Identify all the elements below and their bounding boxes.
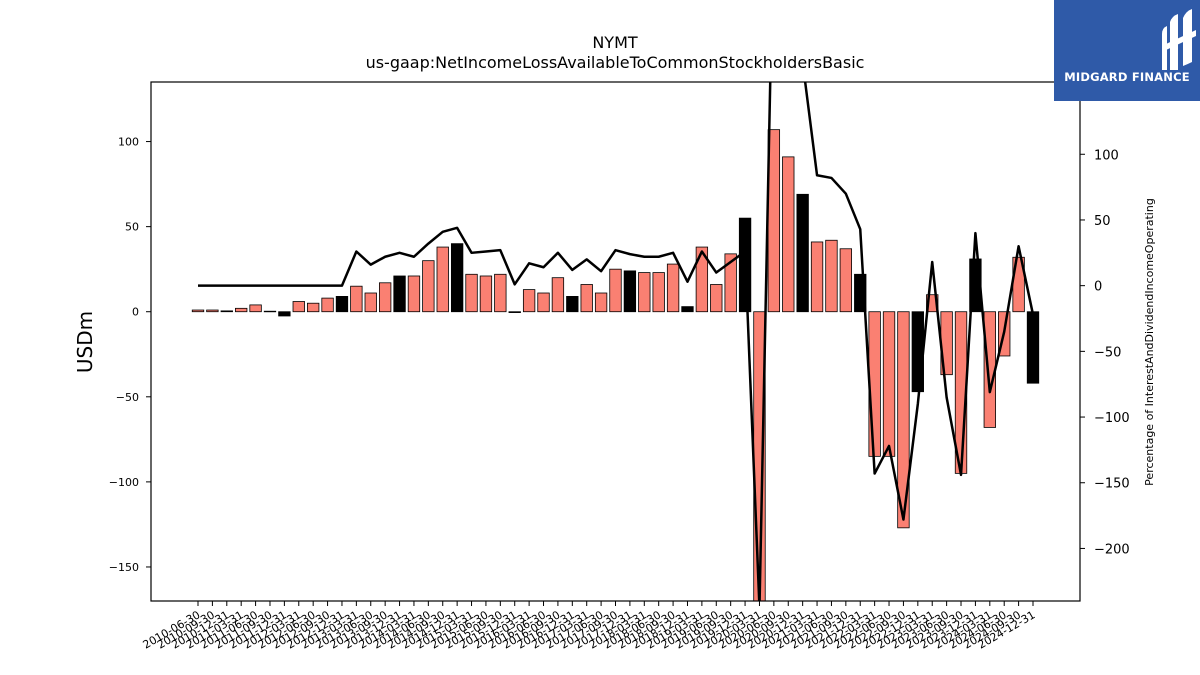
y-tick-label: 50	[125, 221, 139, 234]
y-tick-label: −50	[116, 391, 139, 404]
bar	[235, 307, 248, 313]
y-axis-label: USDm	[73, 311, 97, 373]
bar	[292, 301, 305, 313]
bar	[882, 311, 896, 457]
bar	[220, 310, 233, 313]
bar	[465, 273, 478, 313]
bar	[825, 239, 838, 313]
bar	[911, 311, 924, 393]
bar	[652, 272, 665, 313]
bar	[407, 275, 421, 313]
bar	[810, 241, 824, 313]
bar	[321, 297, 334, 313]
bar	[249, 304, 262, 313]
bar	[580, 284, 593, 313]
bar	[508, 311, 521, 313]
bar	[1026, 311, 1040, 384]
bar	[897, 311, 910, 529]
x-axis-ticks: 2010-06-302010-09-302010-12-312011-03-31…	[141, 601, 1038, 652]
bar	[450, 243, 464, 313]
bar	[479, 275, 493, 313]
bar	[796, 193, 809, 313]
midgard-logo-icon	[1162, 9, 1196, 70]
bar	[263, 310, 277, 313]
bar	[551, 277, 565, 313]
bar	[537, 292, 550, 313]
bar	[566, 296, 579, 313]
bar	[724, 253, 737, 313]
line-series	[198, 82, 1035, 601]
bar	[378, 282, 392, 313]
bar	[206, 309, 219, 313]
y2-tick-label: −100	[1094, 411, 1130, 426]
y-axis-ticks: −150 −100 −50 0 50 100	[109, 136, 151, 574]
bar	[710, 284, 723, 313]
bar	[926, 294, 939, 313]
bar	[638, 272, 651, 313]
bar	[623, 270, 637, 313]
y2-axis-ticks: −200 −150 −100 −50 0 50 100	[1080, 148, 1130, 557]
bar	[854, 273, 867, 313]
bar	[494, 273, 507, 313]
bar	[191, 309, 205, 313]
bar	[350, 285, 363, 313]
y2-tick-label: 0	[1094, 280, 1102, 295]
y2-tick-label: 100	[1094, 148, 1119, 163]
bar-series	[191, 129, 1040, 601]
bar	[364, 292, 377, 313]
y2-axis-label: Percentage of InterestAndDividendIncomeO…	[1143, 198, 1156, 486]
y-tick-label: −100	[109, 476, 139, 489]
series-line	[198, 82, 1035, 601]
y-tick-label: 0	[132, 306, 139, 319]
bar	[594, 292, 608, 313]
chart-title: NYMT	[592, 33, 638, 52]
y2-tick-label: 50	[1094, 214, 1111, 229]
chart-subtitle: us-gaap:NetIncomeLossAvailableToCommonSt…	[366, 53, 865, 72]
bar	[839, 248, 853, 313]
midgard-finance-logo: MIDGARD FINANCE	[1054, 0, 1200, 101]
bar	[307, 302, 320, 313]
bar	[436, 246, 449, 313]
brand-name: MIDGARD FINANCE	[1064, 70, 1190, 84]
bar	[666, 263, 680, 313]
y-tick-label: −150	[109, 561, 139, 574]
y-tick-label: 100	[118, 136, 139, 149]
bar	[522, 289, 536, 313]
y2-tick-label: −200	[1094, 542, 1130, 557]
y2-tick-label: −50	[1094, 345, 1121, 360]
bar	[681, 306, 694, 313]
y2-tick-label: −150	[1094, 477, 1130, 492]
bar	[278, 311, 291, 317]
bar	[393, 275, 406, 313]
bar	[983, 311, 996, 428]
bar	[695, 246, 709, 313]
bar	[782, 156, 795, 313]
bar	[335, 296, 349, 313]
bar	[422, 260, 435, 313]
bar	[609, 268, 622, 313]
